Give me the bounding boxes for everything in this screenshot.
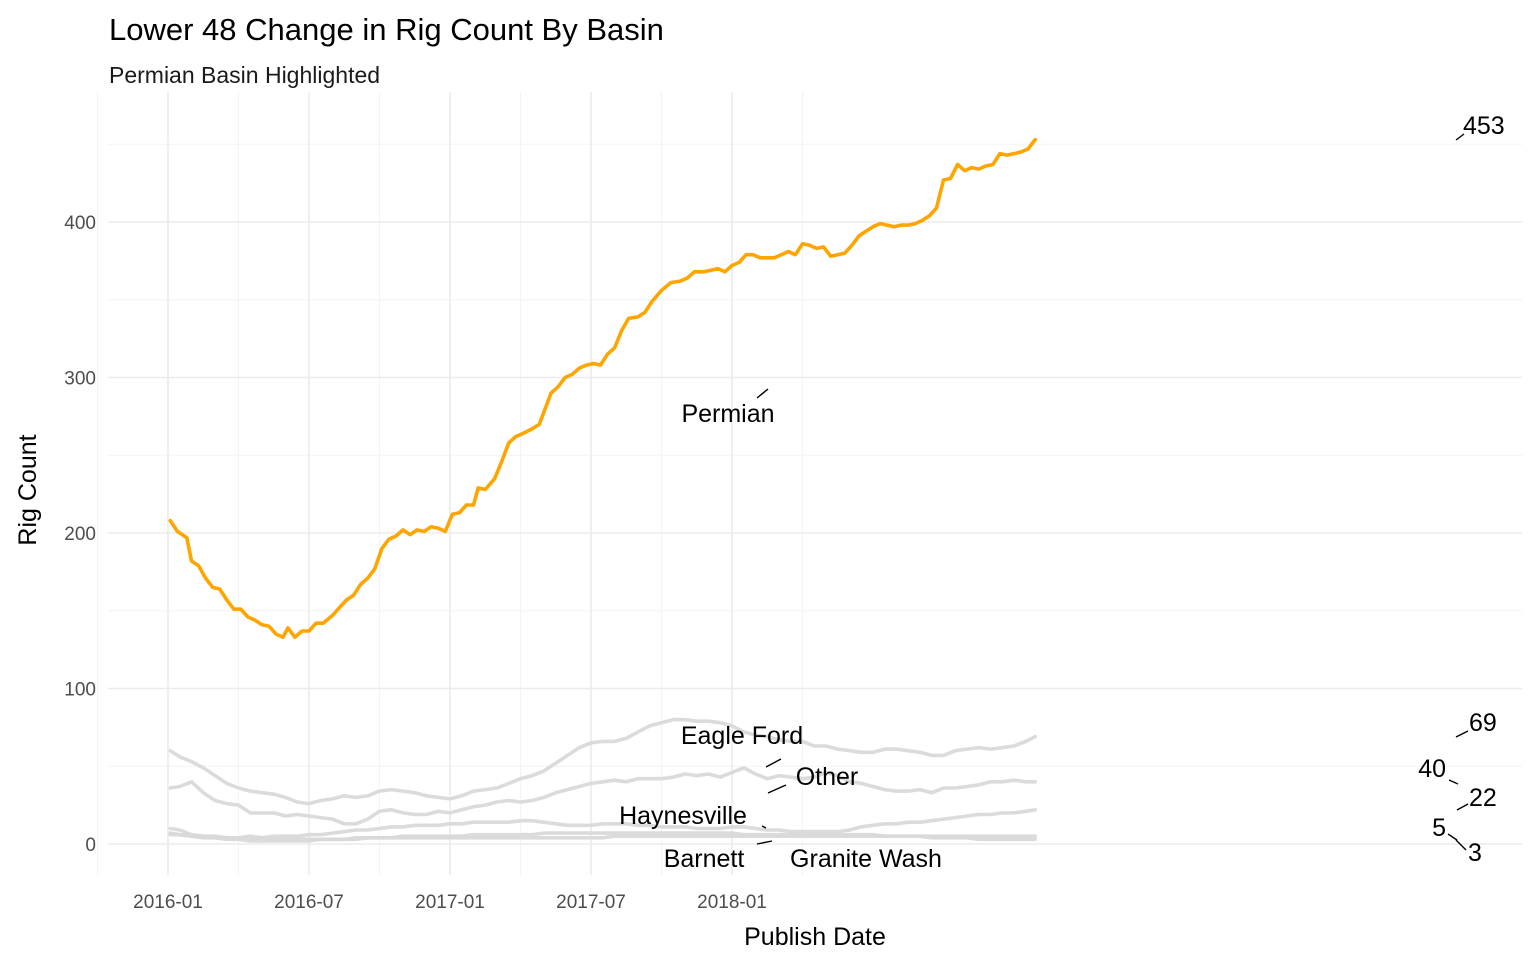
x-axis-title: Publish Date [744,923,886,951]
end-value-label-barnett: 5 [1432,814,1446,842]
series-line-permian [168,137,1037,639]
grid-major [108,92,1522,875]
x-tick-label: 2017-01 [415,892,485,913]
grid-minor [97,92,1522,875]
series-label-eagle-ford: Eagle Ford [681,722,803,750]
series-line-haynesville [168,808,1037,840]
leader-eagle-ford [765,758,782,768]
chart-title: Lower 48 Change in Rig Count By Basin [109,12,664,47]
y-tick-label: 300 [64,369,96,390]
series-label-granite-wash: Granite Wash [790,845,942,873]
x-tick-label: 2016-01 [133,892,203,913]
y-tick-label: 0 [85,835,96,856]
y-axis-title: Rig Count [14,434,42,545]
end-value-label-eagle-ford: 69 [1469,709,1497,737]
series-label-other: Other [796,763,859,791]
end-value-label-permian: 453 [1463,112,1505,140]
leader-permian [756,388,769,399]
y-axis-ticks: 0 100 200 300 400 [64,213,96,856]
end-leader-granite-wash [1455,839,1467,851]
series-labels: Permian 453 Eagle Ford 69 Other 40 Haynesville… [619,112,1505,873]
series-line-granite-wash [168,831,1037,843]
y-tick-label: 400 [64,213,96,234]
series-label-barnett: Barnett [664,845,745,873]
series-label-haynesville: Haynesville [619,802,747,830]
end-leader-other [1448,779,1459,785]
series-label-permian: Permian [681,400,774,428]
series-line-eagle-ford [168,717,1037,806]
highlight-series-layer [168,137,1037,639]
series-line-other [168,766,1037,826]
label-leader-lines [756,133,1469,851]
end-value-label-other: 40 [1418,755,1446,783]
end-leader-haynesville [1456,803,1469,811]
end-value-label-haynesville: 22 [1469,784,1497,812]
y-tick-label: 100 [64,680,96,701]
x-tick-label: 2016-07 [274,892,344,913]
x-tick-label: 2018-01 [697,892,767,913]
end-leader-permian [1455,133,1465,141]
end-leader-barnett [1447,833,1458,841]
chart-subtitle: Permian Basin Highlighted [109,62,381,88]
y-tick-label: 200 [64,524,96,545]
x-tick-label: 2017-07 [556,892,626,913]
leader-haynesville [761,825,767,829]
leader-other [767,784,787,794]
x-axis-ticks: 2016-01 2016-07 2017-01 2017-07 2018-01 [133,892,767,913]
leader-barnett [756,840,773,845]
muted-series-layer [168,717,1037,843]
end-leader-eagle-ford [1455,730,1469,738]
end-value-label-granite-wash: 3 [1468,839,1482,867]
